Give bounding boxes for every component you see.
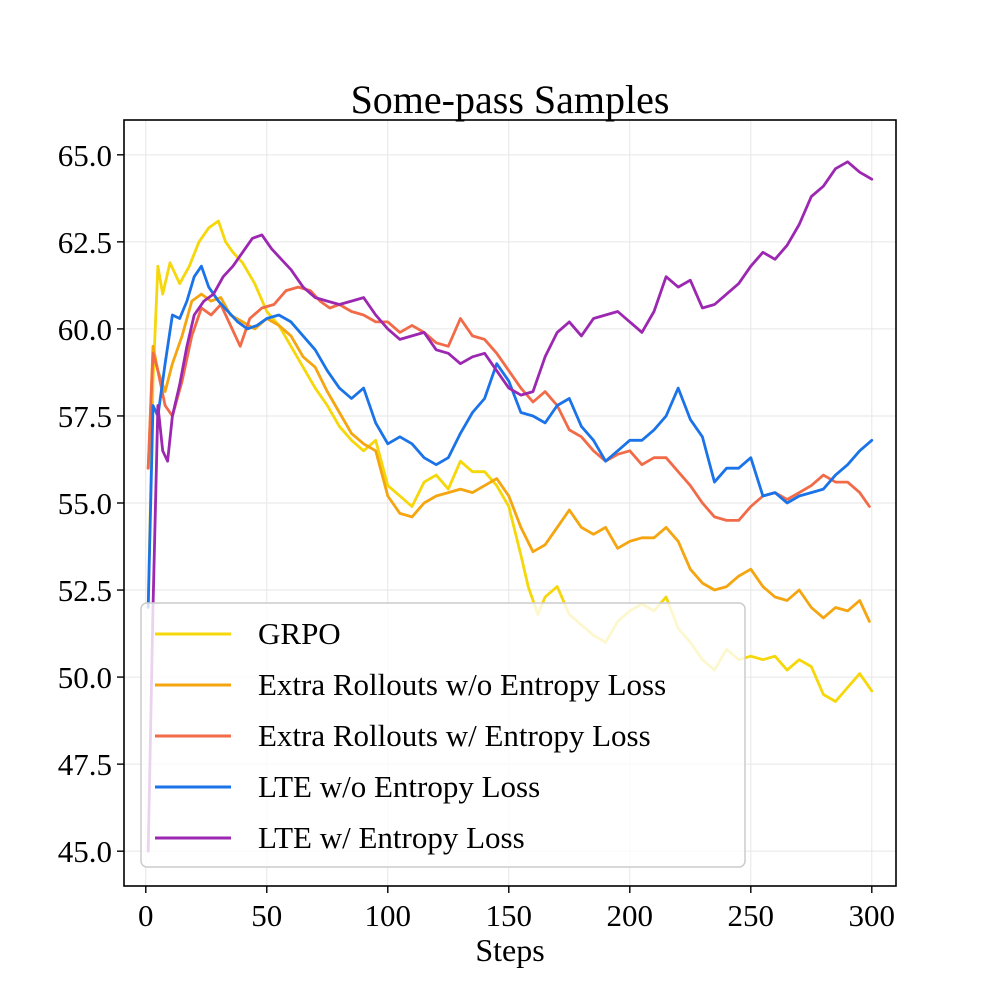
legend-label-extra-rollouts-w-entropy-loss: Extra Rollouts w/ Entropy Loss [258,718,651,753]
x-tick-label: 200 [607,898,654,933]
y-tick-label: 45.0 [58,834,112,869]
y-tick-label: 57.5 [58,399,112,434]
x-axis-label: Steps [475,932,544,968]
y-tick-label: 47.5 [58,747,112,782]
legend-label-lte-w-entropy-loss: LTE w/ Entropy Loss [258,820,525,855]
series-line-extra-rollouts-w-entropy-loss [146,285,871,522]
legend-entries: GRPO Extra Rollouts w/o Entropy Loss Extra… [155,616,666,855]
plot-frame [123,119,897,887]
legend-label-lte-w-o-entropy-loss: LTE w/o Entropy Loss [258,769,540,804]
y-tick-label: 50.0 [58,660,112,695]
x-tick-label: 250 [728,898,775,933]
x-tick-label: 100 [365,898,412,933]
gridlines [124,120,896,886]
legend: GRPO Extra Rollouts w/o Entropy Loss Extra… [140,602,746,868]
axis-ticks: 0 50 100 150 200 250 300 45.0 47.5 50.0 52.5 55.0 57… [58,138,895,933]
legend-box [140,602,746,868]
y-tick-label: 65.0 [58,138,112,173]
x-tick-label: 0 [138,898,154,933]
legend-label-extra-rollouts-w-o-entropy-loss: Extra Rollouts w/o Entropy Loss [258,667,666,702]
chart-title: Some-pass Samples [351,77,670,122]
x-tick-label: 300 [849,898,896,933]
series-line-lte-w-o-entropy-loss [146,264,874,609]
x-tick-label: 50 [251,898,282,933]
y-tick-label: 62.5 [58,225,112,260]
y-tick-label: 52.5 [58,573,112,608]
y-tick-label: 55.0 [58,486,112,521]
y-tick-label: 60.0 [58,312,112,347]
legend-label-grpo: GRPO [258,616,341,651]
x-tick-label: 150 [486,898,533,933]
series-line-extra-rollouts-w-o-entropy-loss [146,292,871,623]
series-line-lte-w-entropy-loss [146,160,874,853]
